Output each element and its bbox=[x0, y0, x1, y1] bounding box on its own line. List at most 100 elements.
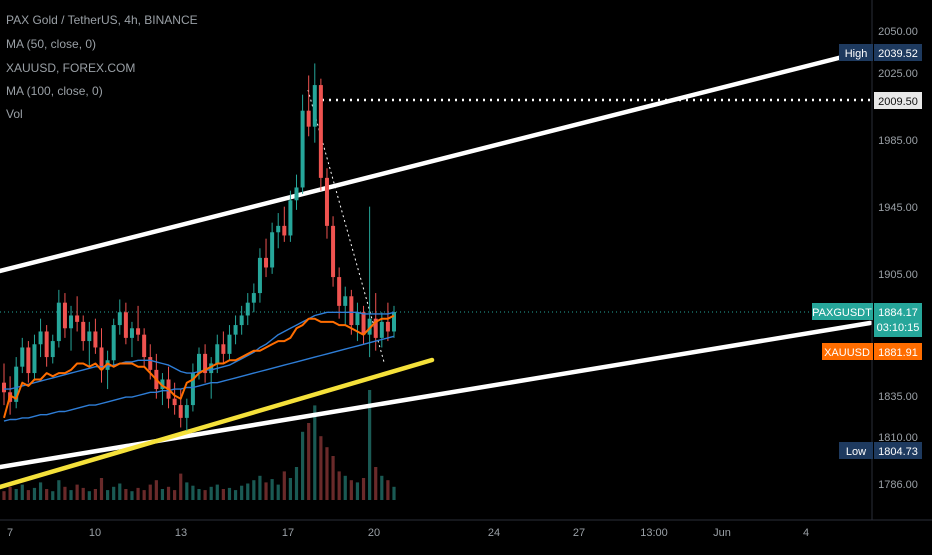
trend-lines[interactable] bbox=[0, 47, 873, 490]
candle[interactable] bbox=[69, 305, 74, 351]
candle[interactable] bbox=[111, 318, 116, 367]
candle[interactable] bbox=[38, 318, 43, 358]
candle-body bbox=[343, 296, 348, 306]
ma50-line[interactable] bbox=[4, 311, 395, 390]
candle[interactable] bbox=[392, 305, 396, 338]
volume-bar bbox=[75, 484, 79, 500]
candle[interactable] bbox=[117, 299, 122, 335]
candle[interactable] bbox=[75, 296, 80, 332]
candle[interactable] bbox=[203, 344, 208, 383]
candle-body bbox=[142, 334, 147, 358]
ma100-line[interactable] bbox=[3, 335, 395, 422]
candle[interactable] bbox=[50, 334, 55, 364]
volume-bar bbox=[386, 480, 390, 500]
candle[interactable] bbox=[178, 389, 183, 428]
candle[interactable] bbox=[337, 267, 342, 319]
candle[interactable] bbox=[233, 315, 238, 345]
candle[interactable] bbox=[93, 318, 98, 354]
volume-bar bbox=[69, 490, 73, 500]
legend-symbol[interactable]: PAX Gold / TetherUS, 4h, BINANCE bbox=[6, 13, 198, 27]
candle[interactable] bbox=[343, 286, 348, 326]
upper-channel-line[interactable] bbox=[0, 47, 873, 274]
candle[interactable] bbox=[294, 174, 299, 210]
candle[interactable] bbox=[300, 94, 305, 194]
candle[interactable] bbox=[251, 283, 256, 313]
volume-bar bbox=[264, 482, 268, 500]
legend: PAX Gold / TetherUS, 4h, BINANCE MA (50,… bbox=[6, 13, 198, 121]
candle[interactable] bbox=[306, 75, 311, 137]
candle[interactable] bbox=[105, 350, 110, 390]
candle[interactable] bbox=[264, 238, 269, 278]
xauusd-line[interactable] bbox=[3, 314, 395, 419]
candle-body bbox=[117, 312, 122, 326]
candle[interactable] bbox=[245, 293, 250, 326]
candle[interactable] bbox=[26, 341, 31, 383]
time-axis[interactable]: 7 10 13 17 20 24 27 13:00 Jun 4 bbox=[7, 527, 809, 539]
high-value-box bbox=[874, 44, 922, 61]
candle[interactable] bbox=[87, 321, 92, 367]
candle[interactable] bbox=[312, 63, 317, 143]
candle[interactable] bbox=[56, 289, 61, 348]
candle[interactable] bbox=[32, 334, 37, 380]
candle[interactable] bbox=[385, 302, 390, 342]
x-tick-label: 10 bbox=[89, 527, 101, 539]
candle[interactable] bbox=[288, 190, 293, 242]
candle[interactable] bbox=[324, 168, 329, 239]
candle[interactable] bbox=[209, 357, 214, 399]
price-axis[interactable]: 2050.00 2025.00 1985.00 1945.00 1905.00 1835.… bbox=[878, 26, 918, 491]
candle[interactable] bbox=[184, 398, 189, 431]
candle[interactable] bbox=[62, 293, 67, 338]
x-tick-label: 13:00 bbox=[640, 527, 668, 539]
volume-bar bbox=[325, 447, 329, 500]
candle[interactable] bbox=[44, 325, 49, 367]
candle-body bbox=[331, 225, 336, 278]
support-trend-line[interactable] bbox=[0, 357, 435, 490]
candle[interactable] bbox=[276, 213, 281, 249]
candle[interactable] bbox=[221, 331, 226, 364]
candle[interactable] bbox=[160, 373, 165, 406]
volume-bar bbox=[130, 491, 134, 500]
candle[interactable] bbox=[367, 206, 372, 358]
candle[interactable] bbox=[282, 206, 287, 242]
candle-body bbox=[26, 347, 31, 374]
candle[interactable] bbox=[361, 305, 366, 345]
candle[interactable] bbox=[331, 216, 336, 287]
candle[interactable] bbox=[14, 357, 19, 409]
legend-xauusd[interactable]: XAUUSD, FOREX.COM bbox=[6, 61, 135, 75]
legend-ma50[interactable]: MA (50, close, 0) bbox=[6, 37, 96, 51]
candle[interactable] bbox=[129, 321, 134, 358]
candle-body bbox=[87, 331, 92, 342]
candle-body bbox=[160, 379, 165, 390]
candle[interactable] bbox=[215, 334, 220, 374]
volume-bar bbox=[93, 489, 98, 500]
x-tick-label: 24 bbox=[488, 527, 500, 539]
candle[interactable] bbox=[20, 337, 25, 374]
y-tick-label: 1835.00 bbox=[878, 391, 918, 403]
volume-bar bbox=[319, 436, 323, 500]
candle[interactable] bbox=[2, 363, 6, 406]
candle-body bbox=[123, 312, 128, 338]
candle-body bbox=[318, 85, 323, 178]
candle[interactable] bbox=[270, 222, 275, 274]
volume-bar bbox=[38, 482, 43, 500]
candle[interactable] bbox=[318, 78, 323, 191]
candle[interactable] bbox=[227, 325, 232, 361]
candle[interactable] bbox=[81, 315, 86, 351]
candle[interactable] bbox=[239, 305, 244, 335]
candle[interactable] bbox=[99, 328, 104, 383]
candle[interactable] bbox=[136, 305, 141, 342]
legend-ma100[interactable]: MA (100, close, 0) bbox=[6, 84, 103, 98]
candle[interactable] bbox=[172, 382, 177, 415]
volume-layer bbox=[2, 390, 396, 500]
candle[interactable] bbox=[257, 248, 262, 303]
candle-body bbox=[324, 177, 329, 226]
candle[interactable] bbox=[355, 302, 360, 342]
candle[interactable] bbox=[123, 302, 128, 345]
legend-vol[interactable]: Vol bbox=[6, 107, 23, 121]
volume-bar bbox=[105, 490, 110, 500]
projection-dotted-line[interactable] bbox=[307, 89, 385, 363]
volume-bar bbox=[246, 483, 250, 500]
